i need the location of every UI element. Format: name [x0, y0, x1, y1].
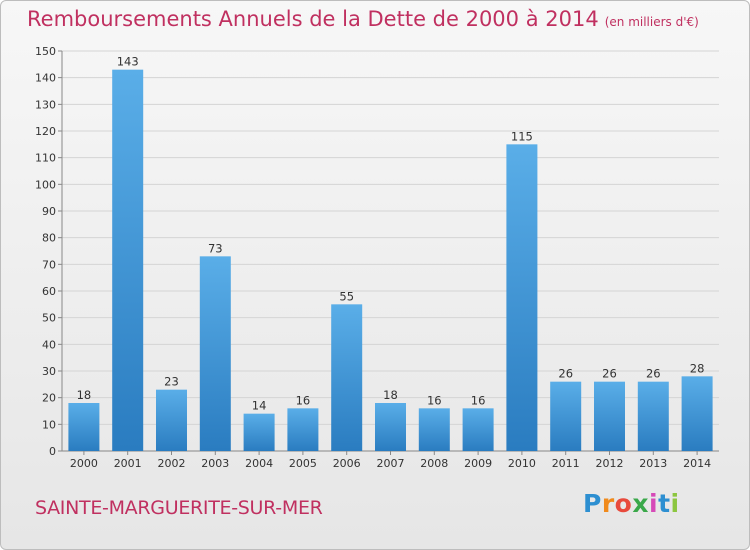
bar — [243, 413, 275, 451]
y-tick-label: 150 — [35, 45, 56, 58]
bar — [112, 69, 144, 452]
bar-value-label: 73 — [208, 241, 223, 255]
x-tick-label: 2014 — [683, 457, 711, 470]
bar-value-label: 14 — [252, 399, 267, 413]
bar — [68, 403, 100, 451]
bar — [462, 408, 494, 451]
bar-value-label: 16 — [471, 393, 486, 407]
bar-value-label: 26 — [558, 367, 573, 381]
bar — [287, 408, 319, 451]
x-tick-label: 2004 — [245, 457, 273, 470]
bar-value-label: 16 — [296, 393, 311, 407]
bar-value-label: 18 — [383, 388, 398, 402]
x-tick-label: 2011 — [552, 457, 580, 470]
y-tick-label: 0 — [49, 445, 56, 458]
x-tick-label: 2000 — [70, 457, 98, 470]
bar — [331, 304, 363, 451]
x-tick-label: 2002 — [158, 457, 186, 470]
logo-letter: i — [649, 489, 659, 518]
y-tick-label: 80 — [42, 232, 56, 245]
bar-value-label: 115 — [511, 129, 533, 143]
x-tick-label: 2009 — [464, 457, 492, 470]
y-tick-label: 90 — [42, 205, 56, 218]
labels: 0 10 20 30 40 50 60 70 80 90 100 110 120 130 140 150 18 2… — [35, 45, 711, 470]
y-tick-label: 130 — [35, 98, 56, 111]
bar-value-label: 26 — [602, 367, 617, 381]
logo-letter: x — [632, 489, 649, 518]
y-tick-label: 120 — [35, 125, 56, 138]
x-tick-label: 2012 — [596, 457, 624, 470]
chart-title-text: Remboursements Annuels de la Dette de 20… — [27, 7, 599, 31]
y-tick-label: 20 — [42, 392, 56, 405]
chart-title: Remboursements Annuels de la Dette de 20… — [27, 7, 699, 31]
logo-letter: i — [670, 489, 680, 518]
x-tick-label: 2001 — [114, 457, 142, 470]
town-name: SAINTE-MARGUERITE-SUR-MER — [35, 497, 323, 519]
x-tick-label: 2013 — [639, 457, 667, 470]
bar — [375, 403, 406, 451]
logo-letter: t — [658, 489, 671, 518]
bar-chart: 0 10 20 30 40 50 60 70 80 90 100 110 120 130 140 150 18 2… — [35, 45, 719, 470]
x-tick-label: 2003 — [201, 457, 229, 470]
y-tick-label: 40 — [42, 338, 56, 351]
x-tick-label: 2006 — [333, 457, 361, 470]
y-tick-label: 60 — [42, 285, 56, 298]
bars — [68, 69, 713, 452]
y-tick-label: 100 — [35, 178, 56, 191]
bar-value-label: 143 — [117, 55, 139, 69]
x-tick-label: 2005 — [289, 457, 317, 470]
bar — [156, 389, 187, 451]
y-tick-label: 110 — [35, 152, 56, 165]
bar — [637, 381, 669, 451]
bar — [506, 144, 538, 452]
y-tick-label: 70 — [42, 258, 56, 271]
bar — [418, 408, 450, 451]
x-tick-label: 2010 — [508, 457, 536, 470]
logo-letter: r — [601, 489, 615, 518]
bar-value-label: 26 — [646, 367, 661, 381]
bar — [199, 256, 231, 451]
proxiti-logo: Proxiti — [583, 489, 680, 518]
y-tick-label: 10 — [42, 418, 56, 431]
bar — [681, 376, 713, 451]
chart-title-unit: (en milliers d'€) — [604, 15, 699, 29]
y-tick-label: 30 — [42, 365, 56, 378]
bar-value-label: 18 — [77, 388, 92, 402]
bar-value-label: 55 — [339, 289, 354, 303]
y-tick-label: 50 — [42, 312, 56, 325]
bar — [594, 381, 625, 451]
bar-value-label: 16 — [427, 393, 442, 407]
bar — [550, 381, 582, 451]
x-tick-label: 2008 — [420, 457, 448, 470]
x-tick-label: 2007 — [377, 457, 405, 470]
y-tick-label: 140 — [35, 72, 56, 85]
logo-letter: o — [614, 489, 633, 518]
bar-value-label: 23 — [164, 375, 179, 389]
bar-value-label: 28 — [690, 361, 705, 375]
logo-letter: P — [583, 489, 602, 518]
